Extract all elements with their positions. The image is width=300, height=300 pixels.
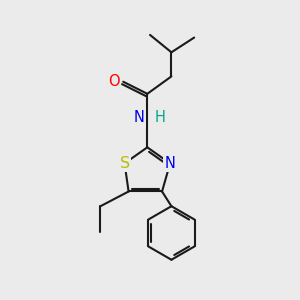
Text: S: S bbox=[119, 156, 130, 171]
Text: H: H bbox=[155, 110, 166, 125]
Text: O: O bbox=[108, 74, 120, 89]
Text: N: N bbox=[165, 156, 176, 171]
Text: N: N bbox=[134, 110, 145, 125]
